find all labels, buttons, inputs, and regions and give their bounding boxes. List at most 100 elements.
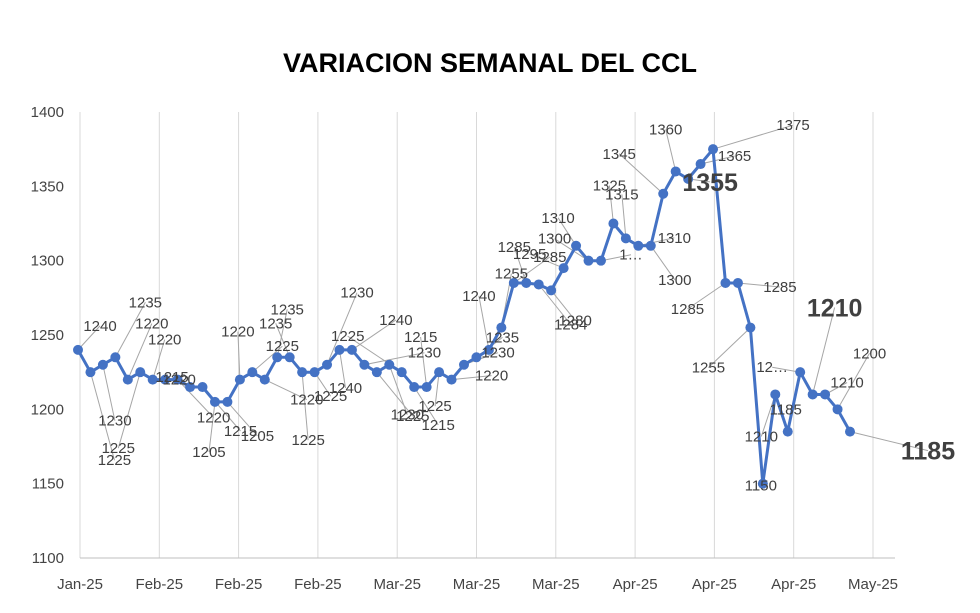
data-label: 1215: [422, 417, 455, 434]
leader-line: [364, 352, 425, 366]
data-point: [334, 344, 345, 355]
data-point: [595, 255, 606, 266]
leader-line: [708, 327, 751, 368]
data-point: [322, 359, 333, 370]
data-point: [359, 359, 370, 370]
data-label: 1360: [649, 121, 682, 138]
x-tick-label: May-25: [848, 576, 898, 593]
leader-line: [557, 217, 577, 247]
leader-line: [650, 245, 676, 281]
data-label: 1240: [83, 318, 116, 335]
data-label: 1225: [266, 338, 299, 355]
data-label: 1285: [498, 239, 531, 256]
data-label: 1220: [162, 372, 195, 389]
data-point: [708, 144, 719, 155]
data-point: [496, 322, 507, 333]
data-label: 1345: [603, 146, 636, 163]
data-point: [110, 352, 121, 363]
data-point: [795, 367, 806, 378]
data-label: 1230: [340, 285, 373, 302]
data-point: [222, 396, 233, 407]
data-label: 1220: [148, 332, 181, 349]
data-point: [620, 233, 631, 244]
data-label: 1225: [291, 432, 324, 449]
data-point: [172, 374, 183, 385]
leader-line: [812, 307, 836, 395]
data-label: 1220: [135, 316, 168, 333]
leader-line: [301, 372, 309, 441]
data-label: 1315: [605, 186, 638, 203]
data-label: 1240: [379, 312, 412, 329]
leader-line: [554, 238, 589, 262]
data-point: [85, 367, 96, 378]
data-label: 1225: [396, 408, 429, 425]
data-point: [770, 389, 781, 400]
data-label: 1235: [259, 315, 292, 332]
y-tick-label: 1200: [31, 401, 64, 418]
data-point: [459, 359, 469, 370]
leader-line: [351, 319, 397, 351]
data-label: 1225: [314, 388, 347, 405]
data-point: [521, 277, 532, 288]
data-label: 1185: [770, 402, 802, 419]
data-point: [745, 322, 756, 333]
leader-line: [513, 256, 551, 284]
data-point: [247, 367, 258, 378]
y-tick-label: 1150: [32, 476, 64, 493]
x-tick-label: Apr-25: [771, 576, 816, 593]
leader-line: [376, 371, 414, 417]
y-tick-label: 1400: [31, 104, 64, 121]
data-point: [571, 240, 582, 251]
data-label: 1310: [541, 210, 574, 227]
data-point: [147, 374, 158, 385]
data-point: [508, 277, 519, 288]
x-tick-label: Feb-25: [294, 576, 342, 593]
x-tick-label: Feb-25: [136, 576, 184, 593]
leader-line: [251, 345, 283, 373]
data-point: [845, 426, 855, 437]
data-point: [160, 374, 171, 385]
data-point: [297, 367, 308, 378]
leader-line: [90, 372, 115, 461]
x-tick-label: Jan-25: [57, 576, 103, 593]
leader-line: [618, 153, 664, 195]
series-markers: [73, 144, 855, 489]
leader-line: [237, 331, 241, 380]
leader-line: [737, 282, 780, 288]
y-tick-label: 1350: [31, 178, 64, 195]
data-label: 1255: [692, 360, 725, 377]
data-point: [732, 277, 743, 288]
leader-line: [388, 364, 408, 415]
x-tick-label: Feb-25: [215, 576, 263, 593]
leader-line: [264, 379, 308, 401]
leader-line: [420, 336, 428, 388]
data-point: [421, 382, 432, 393]
leader-line: [478, 295, 490, 350]
data-label: 1225: [98, 452, 131, 469]
data-label: 1240: [329, 380, 362, 397]
y-tick-label: 1250: [31, 327, 64, 344]
data-point: [683, 173, 694, 184]
data-label: 1220: [197, 410, 230, 427]
leader-line: [665, 129, 677, 172]
leader-line: [451, 375, 492, 381]
x-tick-label: Mar-25: [373, 576, 421, 593]
leader-line: [538, 284, 572, 325]
data-label: 1225: [102, 440, 135, 457]
data-label: 1215: [404, 329, 437, 346]
data-label: 1295: [513, 246, 546, 263]
data-label: 1150: [745, 478, 777, 495]
data-label: 1300: [538, 231, 571, 248]
data-label: 1230: [98, 413, 131, 430]
data-label: 1215: [155, 369, 188, 386]
leader-line: [712, 124, 794, 150]
data-label: 1300: [658, 272, 691, 289]
data-label: 1220: [290, 392, 323, 409]
data-label: 12…: [756, 359, 788, 376]
data-point: [483, 344, 494, 355]
leader-line: [177, 379, 214, 418]
data-point: [234, 374, 245, 385]
data-point: [546, 285, 557, 296]
data-label: 1220: [475, 368, 508, 385]
data-label: 1215: [224, 423, 257, 440]
